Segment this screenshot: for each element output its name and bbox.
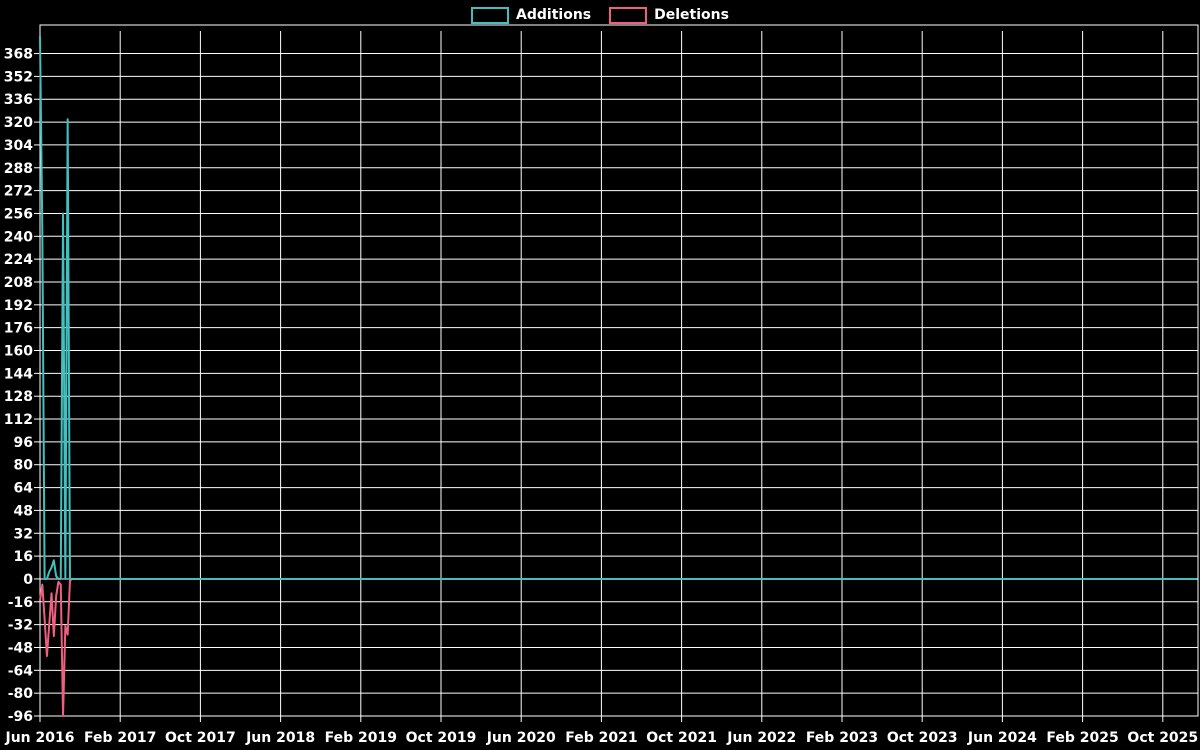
- y-axis-tick-label: 208: [4, 275, 33, 291]
- x-axis-tick-label: Jun 2018: [245, 730, 315, 746]
- x-axis-tick-label: Oct 2023: [887, 730, 958, 746]
- y-axis-tick-label: 368: [4, 47, 33, 63]
- deletions-swatch-icon: [609, 6, 648, 24]
- y-axis-tick-label: 128: [4, 389, 33, 405]
- x-axis-tick-label: Feb 2025: [1046, 730, 1118, 746]
- y-axis-tick-label: 336: [4, 92, 33, 108]
- x-axis-tick-label: Oct 2017: [165, 730, 236, 746]
- legend-item-additions: Additions: [471, 6, 591, 24]
- y-axis-tick-label: 16: [14, 549, 33, 565]
- x-axis-tick-label: Feb 2021: [565, 730, 637, 746]
- y-axis-tick-label: 48: [14, 503, 33, 519]
- x-axis-tick-label: Oct 2021: [646, 730, 717, 746]
- x-axis-tick-label: Feb 2017: [84, 730, 156, 746]
- additions-swatch-icon: [471, 6, 510, 24]
- y-axis-tick-label: 224: [4, 252, 33, 268]
- legend-label-additions: Additions: [516, 7, 592, 23]
- y-axis-tick-label: 112: [4, 412, 33, 428]
- y-axis-tick-label: 288: [4, 161, 33, 177]
- x-axis-tick-label: Feb 2019: [325, 730, 397, 746]
- x-axis-tick-label: Jun 2022: [726, 730, 796, 746]
- y-axis-tick-label: -64: [8, 663, 34, 679]
- x-axis-tick-label: Jun 2024: [967, 730, 1037, 746]
- y-axis-tick-label: -48: [8, 640, 33, 656]
- y-axis-tick-label: 272: [4, 184, 33, 200]
- x-axis-tick-label: Oct 2025: [1127, 730, 1198, 746]
- x-axis-tick-label: Jun 2016: [5, 730, 75, 746]
- y-axis-tick-label: 352: [4, 69, 33, 85]
- series-line-additions: [39, 36, 1198, 580]
- y-axis-tick-label: 160: [4, 344, 33, 360]
- y-axis-tick-label: 256: [4, 206, 33, 222]
- series-line-deletions: [39, 577, 1198, 717]
- y-axis-tick-label: 0: [23, 572, 33, 588]
- y-axis-tick-label: -32: [8, 618, 33, 634]
- y-axis-tick-label: 176: [4, 321, 33, 337]
- x-axis-tick-label: Jun 2020: [486, 730, 556, 746]
- y-axis-tick-label: 144: [4, 366, 33, 382]
- y-axis-tick-label: -16: [8, 595, 33, 611]
- y-axis-tick-label: 96: [14, 435, 33, 451]
- y-axis-tick-label: 64: [14, 481, 34, 497]
- x-axis-tick-label: Feb 2023: [806, 730, 878, 746]
- chart-legend: Additions Deletions: [0, 6, 1200, 24]
- y-axis-tick-label: -80: [8, 686, 34, 702]
- y-axis-tick-label: 192: [4, 298, 33, 314]
- y-axis-tick-label: 80: [14, 458, 34, 474]
- y-axis-tick-label: 320: [4, 115, 33, 131]
- legend-label-deletions: Deletions: [654, 7, 729, 23]
- y-axis-tick-label: -96: [8, 709, 33, 725]
- y-axis-tick-label: 240: [4, 229, 33, 245]
- y-axis-tick-label: 32: [14, 526, 33, 542]
- x-axis-tick-label: Oct 2019: [406, 730, 477, 746]
- y-axis-tick-label: 304: [4, 138, 33, 154]
- legend-item-deletions: Deletions: [609, 6, 729, 24]
